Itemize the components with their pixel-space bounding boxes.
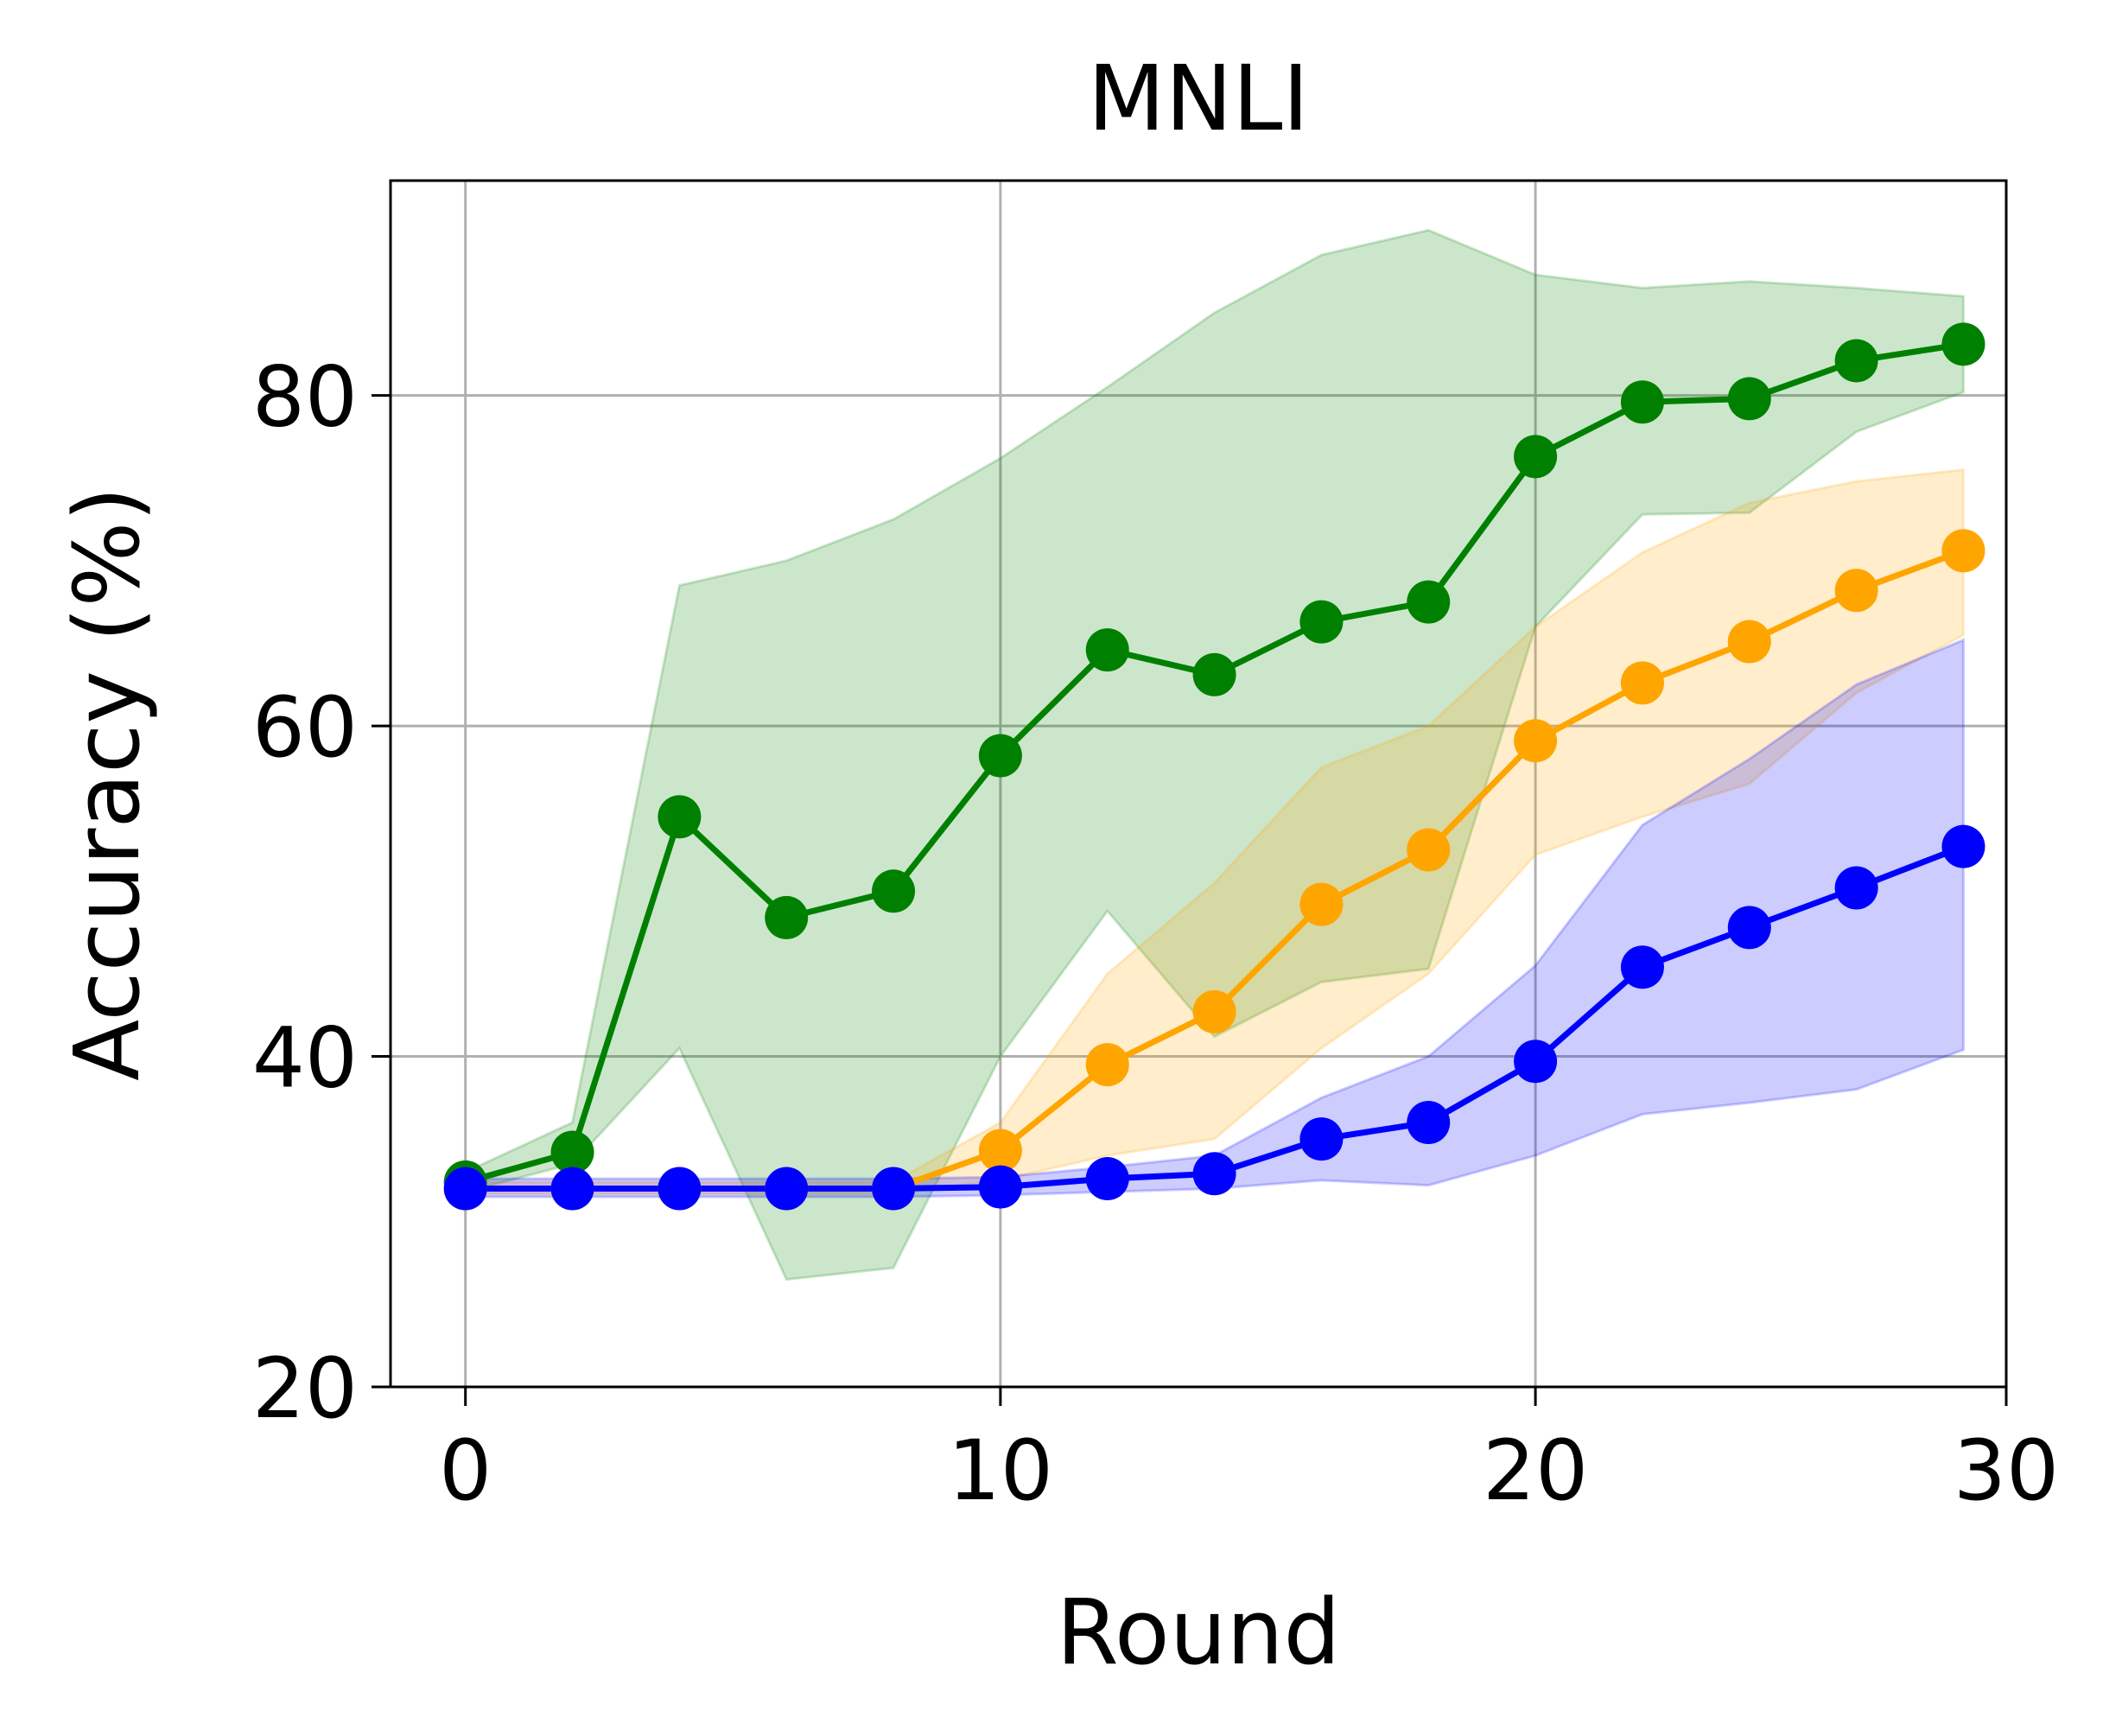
data-point (1299, 600, 1344, 644)
data-point (1085, 1043, 1129, 1087)
data-point (1299, 1117, 1344, 1161)
y-axis-label: Accuracy (%) (54, 486, 160, 1081)
data-point (1727, 620, 1771, 664)
y-tick-label: 40 (252, 1010, 358, 1107)
data-point (1941, 322, 1985, 366)
data-point (978, 734, 1022, 778)
data-point (1834, 339, 1878, 383)
data-point (1941, 529, 1985, 573)
x-tick-label: 0 (439, 1422, 492, 1519)
data-point (1834, 569, 1878, 613)
data-point (443, 1167, 487, 1211)
confidence-band-0 (464, 228, 1965, 1281)
data-point (1407, 828, 1451, 872)
data-point (550, 1167, 594, 1211)
data-point (978, 1165, 1022, 1209)
data-point (1514, 1040, 1558, 1084)
series-markers (443, 322, 1985, 1211)
data-point (1727, 906, 1771, 950)
data-point (1299, 882, 1344, 926)
chart-title: MNLI (1088, 46, 1309, 151)
y-tick-label: 60 (252, 679, 358, 776)
data-point (550, 1130, 594, 1174)
data-point (658, 795, 702, 839)
data-point (1834, 866, 1878, 910)
data-point (1085, 628, 1129, 672)
x-tick-label: 20 (1483, 1422, 1588, 1519)
data-point (1941, 824, 1985, 868)
x-tick-label: 30 (1954, 1422, 2059, 1519)
data-point (658, 1167, 702, 1211)
data-point (1514, 435, 1558, 479)
data-point (765, 1167, 809, 1211)
data-point (1514, 719, 1558, 763)
data-point (872, 1167, 916, 1211)
data-point (1620, 945, 1664, 989)
data-point (1407, 580, 1451, 624)
y-tick-label: 80 (252, 349, 358, 446)
data-point (765, 895, 809, 939)
data-point (1192, 652, 1236, 696)
data-point (1192, 989, 1236, 1033)
data-point (978, 1129, 1022, 1173)
data-point (1620, 380, 1664, 424)
x-tick-label: 10 (948, 1422, 1053, 1519)
data-point (1620, 661, 1664, 705)
data-point (1085, 1157, 1129, 1201)
data-point (1727, 377, 1771, 421)
y-tick-label: 20 (252, 1340, 358, 1437)
x-axis-label: Round (1056, 1580, 1340, 1685)
plot-frame (389, 179, 2008, 1389)
data-point (872, 869, 916, 913)
data-point (1407, 1101, 1451, 1145)
axis-ticks: 0 10 20 30 20 40 60 80 (252, 349, 2059, 1519)
data-point (1192, 1152, 1236, 1196)
